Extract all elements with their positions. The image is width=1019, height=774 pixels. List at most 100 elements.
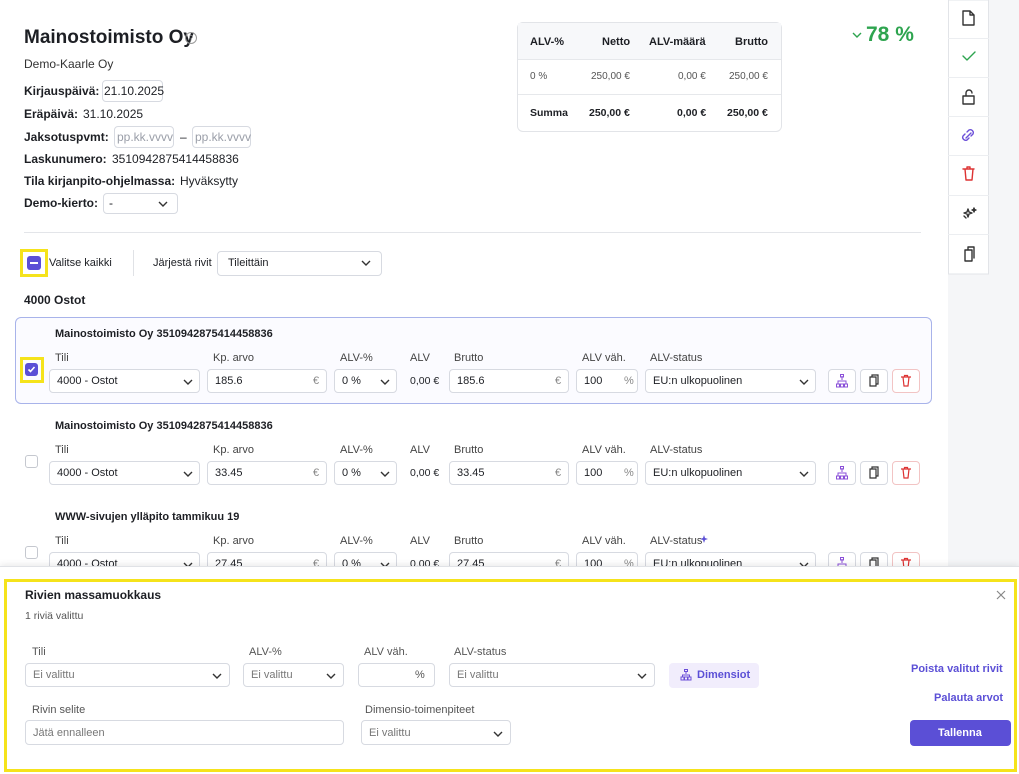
sidebar bbox=[948, 0, 1019, 567]
unit: € bbox=[555, 466, 562, 479]
column-label: ALV-% bbox=[340, 443, 373, 456]
group-title: 4000 Ostot bbox=[24, 293, 86, 307]
select[interactable] bbox=[49, 460, 200, 485]
input[interactable] bbox=[576, 460, 638, 485]
input[interactable] bbox=[207, 460, 327, 485]
copy-button[interactable] bbox=[860, 460, 888, 485]
unit: % bbox=[624, 466, 634, 479]
select[interactable] bbox=[645, 369, 816, 393]
vat-column: Brutto bbox=[735, 36, 768, 48]
bulk-field-label: Rivin selite bbox=[32, 704, 86, 716]
select-value: - bbox=[109, 196, 113, 210]
column-label: ALV-% bbox=[340, 535, 373, 547]
delete-button[interactable] bbox=[892, 369, 920, 393]
unit: € bbox=[313, 466, 320, 479]
column-label: ALV bbox=[410, 352, 430, 364]
dimensions-button-icon bbox=[836, 374, 848, 388]
chevron bbox=[799, 379, 809, 385]
copy-button-icon bbox=[869, 374, 879, 387]
delete-icon[interactable] bbox=[962, 166, 975, 181]
field-value: 185.6 bbox=[457, 375, 485, 387]
vat-total: 0,00 € bbox=[677, 107, 707, 119]
field-label: Kirjauspäivä: bbox=[24, 84, 100, 98]
input[interactable] bbox=[449, 460, 569, 485]
delete-selected-link[interactable]: Poista valitut rivit bbox=[911, 663, 1003, 675]
placeholder: pp.kk.vvvv bbox=[117, 130, 174, 144]
bulk-field-label: ALV väh. bbox=[364, 646, 408, 658]
field-label: Demo-kierto: bbox=[24, 196, 99, 210]
line-title: Mainostoimisto Oy 3510942875414458836 bbox=[55, 419, 273, 432]
reset-values-link[interactable]: Palauta arvot bbox=[934, 692, 1004, 704]
copy-icon[interactable] bbox=[964, 246, 975, 262]
field-value: 100 bbox=[584, 375, 603, 387]
chevron bbox=[158, 201, 168, 207]
close-button[interactable] bbox=[995, 589, 1007, 601]
select[interactable] bbox=[334, 460, 397, 485]
field-value: Hyväksytty bbox=[180, 174, 239, 188]
indeterminate bbox=[30, 262, 38, 264]
unit: % bbox=[415, 669, 425, 681]
input[interactable] bbox=[358, 663, 435, 687]
separator bbox=[133, 250, 134, 276]
link-icon[interactable] bbox=[962, 129, 974, 141]
chevron bbox=[183, 379, 193, 385]
column-label: ALV bbox=[410, 535, 430, 547]
date-input[interactable] bbox=[192, 126, 251, 148]
copy-button-icon bbox=[869, 465, 879, 479]
sort-label: Järjestä rivit bbox=[153, 257, 212, 269]
vat-cell: 0 % bbox=[530, 71, 548, 82]
sort-select[interactable] bbox=[217, 251, 382, 276]
chevron bbox=[212, 673, 222, 679]
column-label: ALV väh. bbox=[582, 535, 626, 547]
ai-icon[interactable] bbox=[963, 207, 977, 219]
save-button[interactable] bbox=[910, 720, 1011, 746]
input[interactable] bbox=[576, 369, 638, 393]
input[interactable] bbox=[449, 369, 569, 393]
select[interactable] bbox=[103, 193, 178, 214]
select[interactable] bbox=[361, 720, 511, 745]
document-icon[interactable] bbox=[962, 10, 975, 26]
field-value: EU:n ulkopuolinen bbox=[653, 375, 743, 387]
chevron bbox=[493, 731, 503, 737]
unit: € bbox=[555, 558, 562, 570]
column-label: Kp. arvo bbox=[213, 535, 254, 547]
input[interactable] bbox=[207, 369, 327, 393]
line-checkbox[interactable] bbox=[25, 546, 38, 559]
delete-button[interactable] bbox=[892, 460, 920, 485]
svg-text:?: ? bbox=[189, 34, 194, 43]
help-icon: ? bbox=[185, 32, 197, 44]
chevron bbox=[183, 471, 193, 477]
select[interactable] bbox=[334, 369, 397, 393]
select[interactable] bbox=[25, 663, 230, 687]
chevron bbox=[361, 260, 371, 266]
approve-icon[interactable] bbox=[962, 51, 976, 61]
select-all-label: Valitse kaikki bbox=[49, 257, 112, 269]
vat-cell: 250,00 € bbox=[591, 71, 630, 82]
unit: % bbox=[624, 375, 634, 387]
chevron bbox=[380, 379, 390, 385]
highlight bbox=[20, 249, 48, 277]
field-label: Eräpäivä: bbox=[24, 107, 79, 121]
chevron bbox=[852, 32, 862, 38]
save-label: Tallenna bbox=[938, 727, 982, 739]
column-label: Brutto bbox=[454, 352, 484, 364]
line-checkbox[interactable] bbox=[25, 454, 38, 468]
field-value: 3510942875414458836 bbox=[112, 152, 239, 166]
field-value: EU:n ulkopuolinen bbox=[653, 466, 743, 479]
column-label: ALV-status bbox=[650, 535, 703, 547]
select[interactable] bbox=[49, 369, 200, 393]
dimensions-icon bbox=[680, 669, 692, 681]
unlock-icon[interactable] bbox=[962, 89, 975, 105]
date-input[interactable] bbox=[102, 80, 163, 102]
field-label: Jaksotuspvmt: bbox=[24, 130, 109, 144]
date-input[interactable] bbox=[114, 126, 174, 148]
input[interactable] bbox=[25, 720, 344, 745]
highlight bbox=[4, 579, 1017, 772]
copy-button[interactable] bbox=[860, 369, 888, 393]
vat-total: 250,00 € bbox=[727, 107, 768, 119]
column-label: Tili bbox=[55, 535, 69, 547]
select[interactable] bbox=[449, 663, 655, 687]
select[interactable] bbox=[645, 460, 816, 485]
bulk-field-label: ALV-status bbox=[454, 646, 507, 658]
